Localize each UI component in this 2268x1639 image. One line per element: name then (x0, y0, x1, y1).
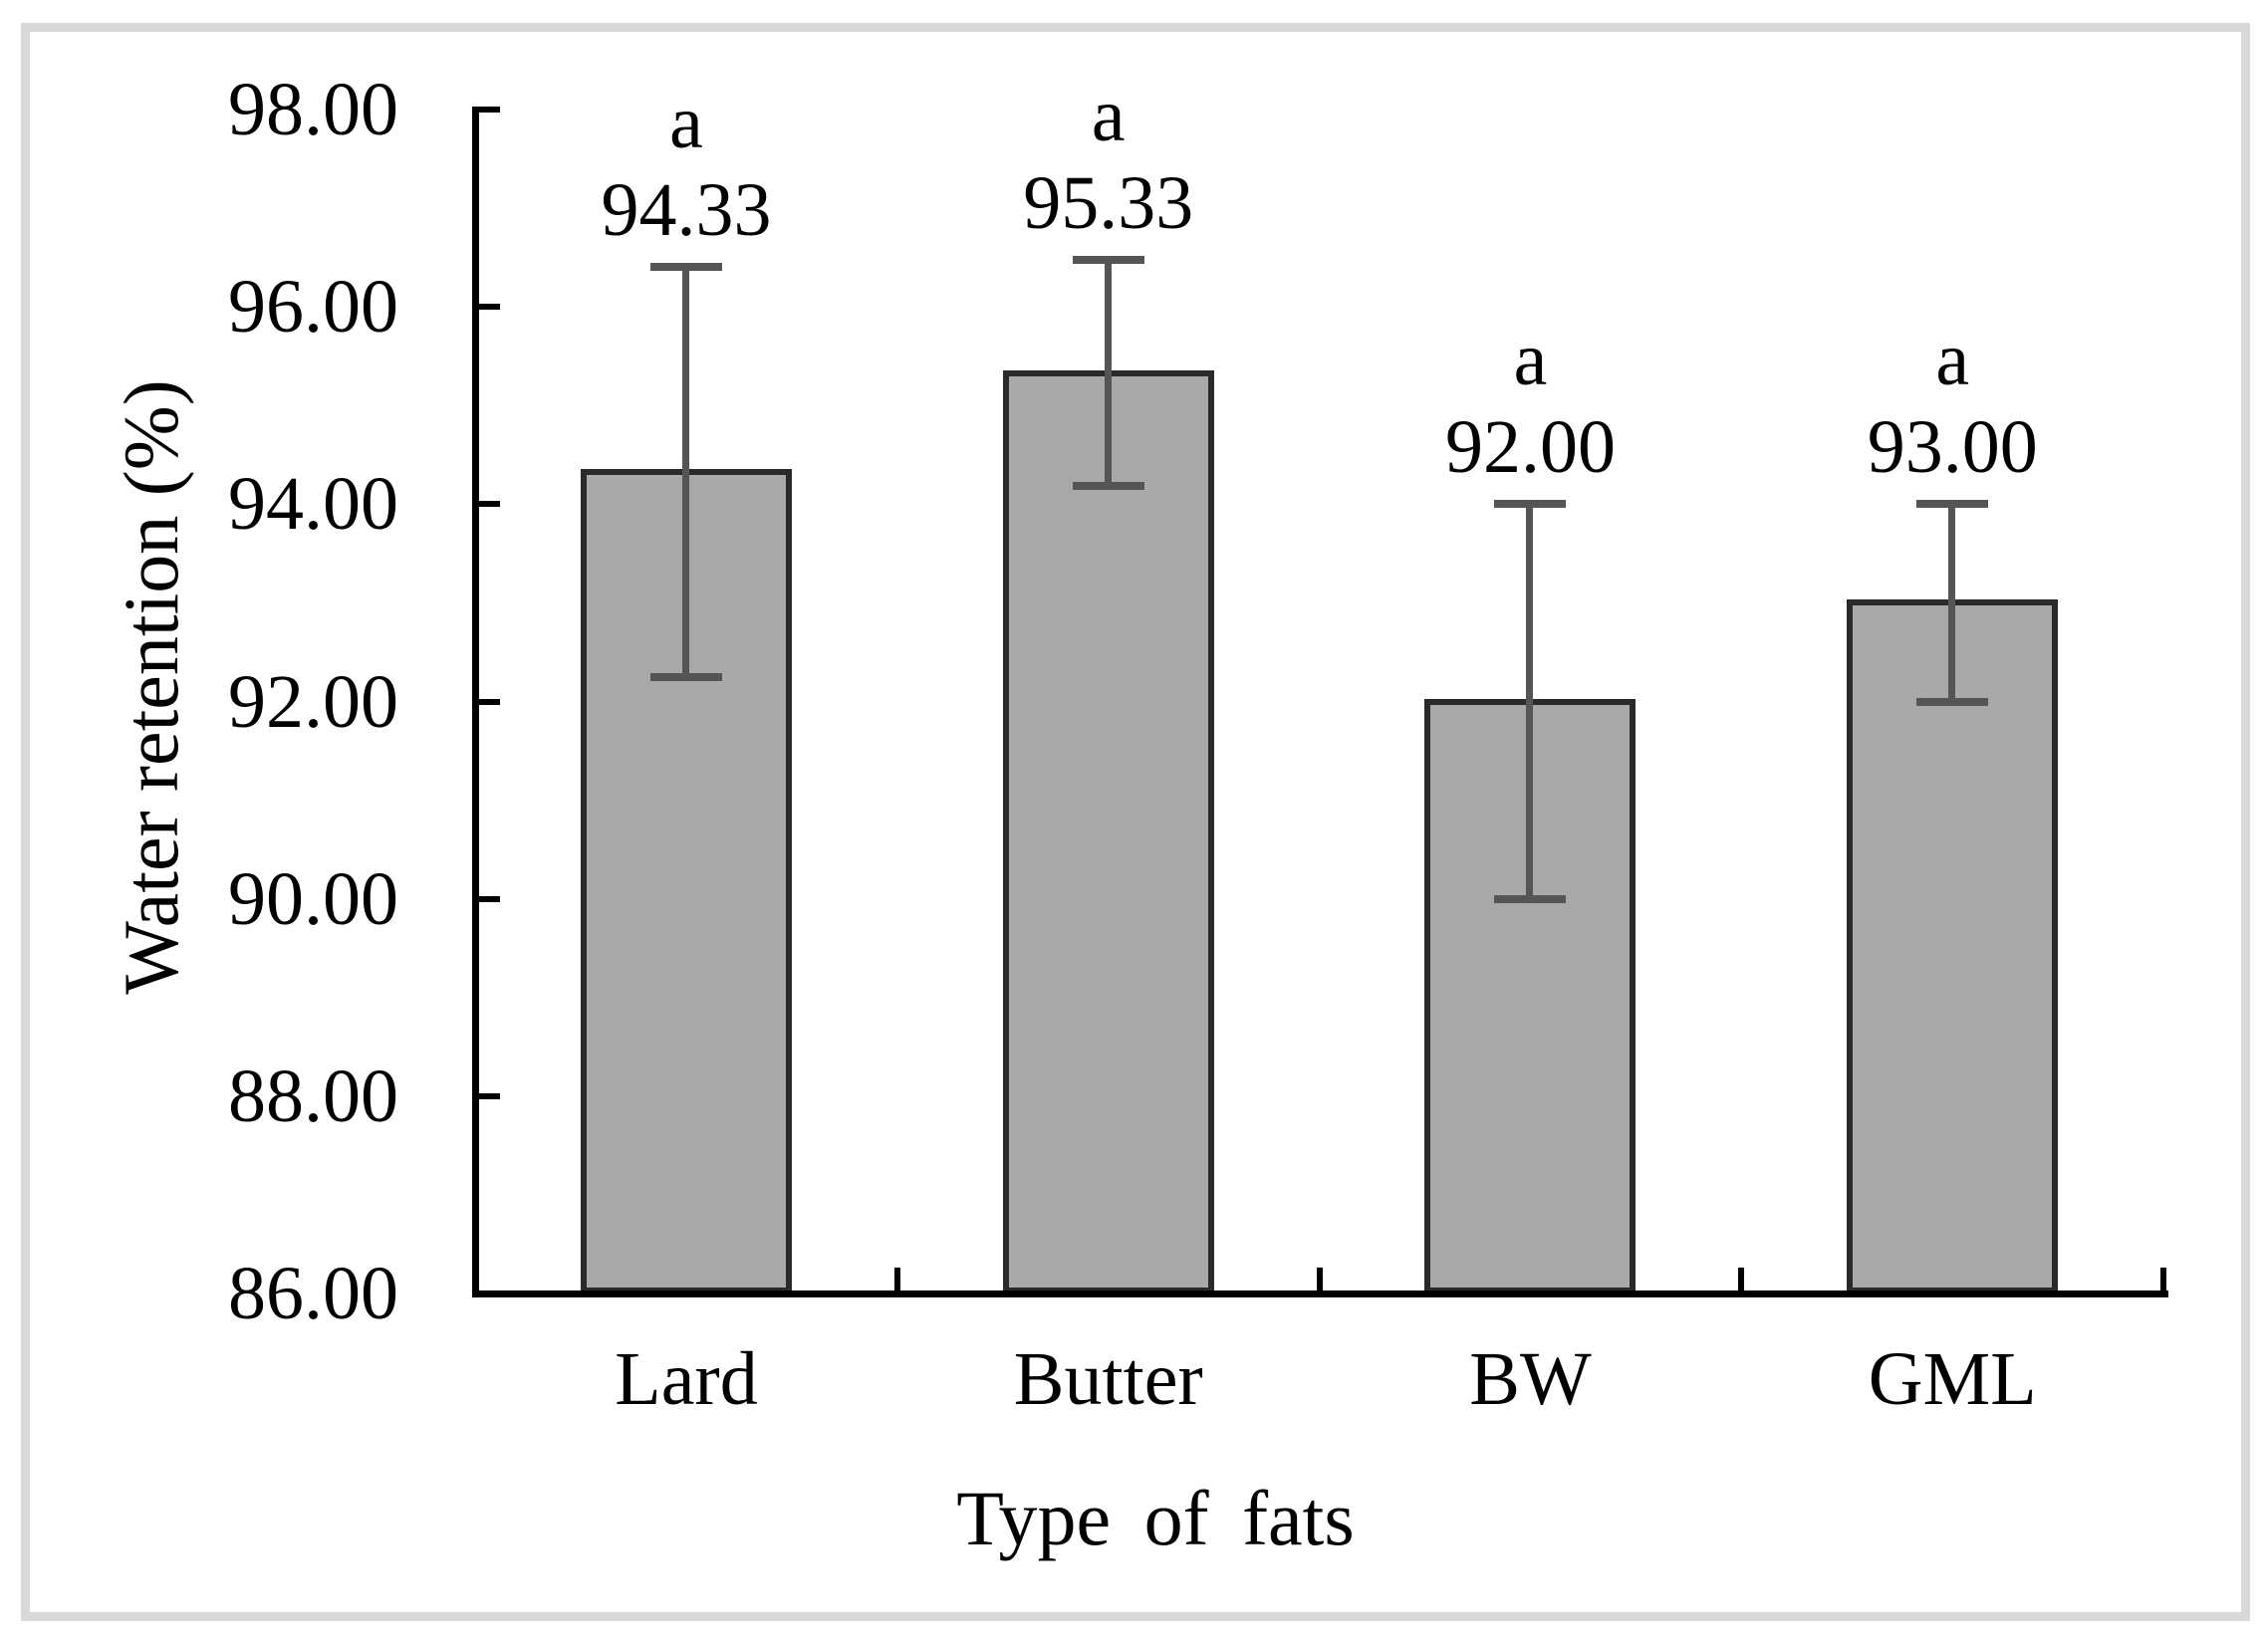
x-tick (2160, 1268, 2166, 1293)
error-bar (1104, 259, 1112, 487)
significance-letter: a (1935, 318, 1970, 402)
y-tick-label: 92.00 (228, 659, 398, 744)
error-bar-cap-bottom (1494, 894, 1567, 903)
error-bar-cap-bottom (1916, 697, 1989, 706)
error-bar-cap-bottom (649, 672, 722, 681)
y-tick-label: 94.00 (228, 462, 398, 547)
value-label: 94.33 (601, 167, 772, 252)
x-tick (893, 1268, 900, 1293)
y-tick (479, 698, 500, 705)
y-tick-label: 90.00 (228, 856, 398, 941)
y-tick-label: 96.00 (228, 265, 398, 350)
x-tick (1738, 1268, 1745, 1293)
x-axis-line (472, 1290, 2168, 1297)
bar (1002, 369, 1214, 1293)
error-bar (1948, 504, 1956, 702)
x-category-label: Butter (1013, 1337, 1203, 1421)
y-tick (479, 895, 500, 902)
y-tick-label: 98.00 (228, 68, 398, 151)
y-tick (479, 107, 500, 113)
x-tick (1316, 1268, 1323, 1293)
value-label: 93.00 (1867, 405, 2038, 490)
significance-letter: a (1513, 318, 1548, 402)
y-axis-title: Water retention (%) (108, 379, 194, 995)
y-tick (479, 1092, 500, 1099)
error-bar-cap-top (1916, 500, 1989, 509)
error-bar-cap-top (1072, 255, 1144, 264)
y-tick-label: 86.00 (228, 1252, 398, 1335)
error-bar-cap-top (1494, 500, 1567, 509)
error-bar (681, 266, 689, 677)
y-tick (479, 501, 500, 508)
y-tick-label: 88.00 (228, 1054, 398, 1138)
x-axis-title: Type of fats (956, 1475, 1355, 1561)
y-tick (479, 1290, 500, 1296)
x-category-label: GML (1868, 1337, 2037, 1421)
error-bar (1526, 504, 1534, 899)
significance-letter: a (669, 80, 703, 164)
x-category-label: BW (1469, 1337, 1592, 1421)
significance-letter: a (1091, 73, 1126, 157)
error-bar-cap-top (649, 262, 722, 271)
y-tick (479, 304, 500, 311)
value-label: 92.00 (1445, 405, 1616, 490)
x-category-label: Lard (615, 1337, 758, 1421)
y-axis-line (472, 107, 479, 1297)
error-bar-cap-bottom (1072, 482, 1144, 491)
value-label: 95.33 (1023, 160, 1194, 245)
